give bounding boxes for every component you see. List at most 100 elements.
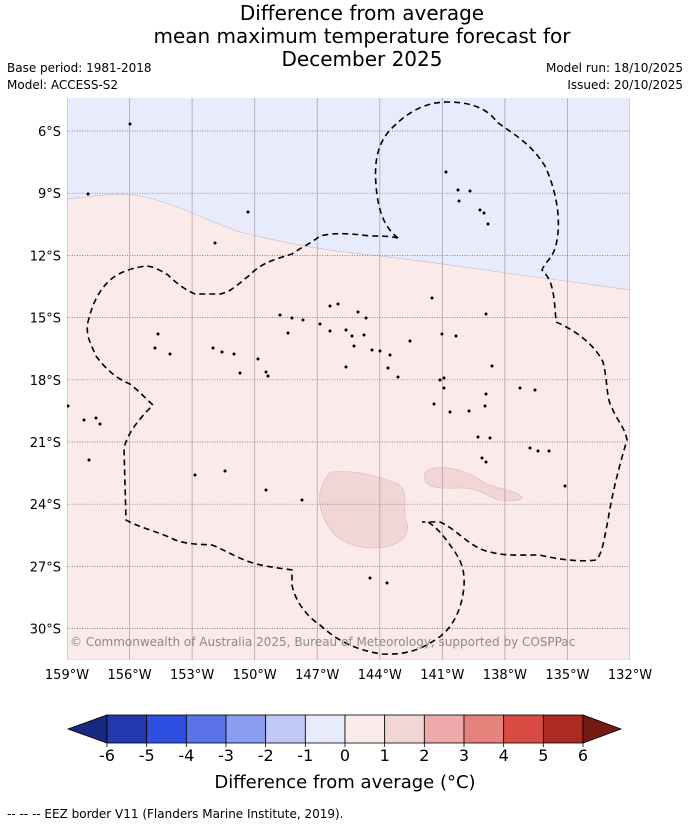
model-name: Model: ACCESS-S2 — [7, 78, 119, 92]
colorbar-bin — [106, 714, 148, 744]
island-marker — [528, 446, 532, 450]
island-marker — [488, 436, 492, 440]
island-marker — [547, 449, 551, 453]
island-marker — [490, 364, 494, 368]
map-gridlines — [67, 98, 630, 660]
island-marker — [278, 313, 282, 317]
colorbar-tick-label: 4 — [499, 746, 509, 765]
colorbar-bin — [384, 714, 425, 744]
island-marker — [256, 357, 260, 361]
base-period: Base period: 1981-2018 — [7, 61, 152, 75]
island-marker — [213, 241, 217, 245]
island-marker — [478, 208, 482, 212]
island-marker — [563, 484, 567, 488]
island-marker — [87, 458, 91, 462]
island-marker — [266, 374, 270, 378]
colorbar-extend-low — [66, 714, 108, 744]
colorbar-bin — [265, 714, 306, 744]
island-marker — [408, 339, 412, 343]
colorbar: -6 -5 -4 -3 -2 -1 0 1 2 3 4 5 6 — [66, 714, 623, 765]
island-marker — [350, 334, 354, 338]
island-marker — [518, 386, 522, 390]
island-marker — [364, 316, 368, 320]
meta-right: Model run: 18/10/2025 Issued: 20/10/2025 — [546, 60, 683, 94]
island-marker — [456, 188, 460, 192]
island-marker — [264, 488, 268, 492]
island-marker — [264, 370, 268, 374]
colorbar-tick-label: -3 — [218, 746, 234, 765]
eez-border — [86, 101, 628, 655]
colorbar-tick-label: 0 — [340, 746, 350, 765]
island-marker — [67, 404, 70, 408]
copyright-notice: © Commonwealth of Australia 2025, Bureau… — [70, 635, 575, 649]
island-marker — [362, 333, 366, 337]
latitude-tick-label: 6°S — [38, 125, 61, 140]
longitude-tick-label: 147°W — [295, 668, 339, 683]
longitude-tick-label: 156°W — [107, 668, 151, 683]
island-marker — [232, 352, 236, 356]
colorbar-tick-label: 1 — [380, 746, 390, 765]
islands — [67, 122, 567, 585]
island-marker — [482, 211, 486, 215]
island-marker — [533, 388, 537, 392]
colorbar-bin — [463, 714, 505, 744]
longitude-tick-label: 150°W — [233, 668, 277, 683]
island-marker — [385, 581, 389, 585]
island-marker — [467, 409, 471, 413]
colorbar-label: Difference from average (°C) — [214, 772, 476, 793]
longitude-labels: 159°W 156°W 153°W 150°W 147°W 144°W 141°W 138°W… — [45, 668, 652, 683]
title-line-2: mean maximum temperature forecast for — [153, 24, 571, 48]
longitude-tick-label: 135°W — [545, 668, 589, 683]
island-marker — [536, 449, 540, 453]
colorbar-bin — [225, 714, 267, 744]
colorbar-tick-label: 6 — [578, 746, 588, 765]
island-marker — [352, 344, 356, 348]
island-marker — [82, 418, 86, 422]
latitude-tick-label: 24°S — [30, 498, 61, 513]
island-marker — [448, 410, 452, 414]
region-0-to-1 — [67, 194, 630, 660]
island-marker — [442, 386, 446, 390]
longitude-tick-label: 138°W — [483, 668, 527, 683]
island-marker — [370, 348, 374, 352]
island-marker — [300, 498, 304, 502]
island-marker — [442, 376, 446, 380]
longitude-tick-label: 144°W — [358, 668, 402, 683]
island-marker — [356, 310, 360, 314]
longitude-tick-label: 159°W — [45, 668, 89, 683]
title-line-1: Difference from average — [239, 1, 485, 25]
island-marker — [193, 473, 197, 477]
meta-left: Base period: 1981-2018 Model: ACCESS-S2 — [7, 60, 152, 94]
island-marker — [211, 346, 215, 350]
colorbar-tick-label: -2 — [258, 746, 274, 765]
island-marker — [286, 331, 290, 335]
colorbar-tick-label: -6 — [99, 746, 115, 765]
colorbar-tick-label: 3 — [459, 746, 469, 765]
latitude-tick-label: 27°S — [30, 560, 61, 575]
island-marker — [396, 375, 400, 379]
colorbar-tick-label: 2 — [419, 746, 429, 765]
issued-date: Issued: 20/10/2025 — [567, 78, 683, 92]
island-marker — [328, 329, 332, 333]
island-marker — [386, 366, 390, 370]
longitude-tick-label: 141°W — [420, 668, 464, 683]
map-panel: © Commonwealth of Australia 2025, Bureau… — [67, 98, 630, 660]
island-marker — [368, 576, 372, 580]
island-marker — [484, 460, 488, 464]
colorbar-tick-label: -1 — [297, 746, 313, 765]
longitude-tick-label: 132°W — [608, 668, 652, 683]
island-marker — [430, 296, 434, 300]
title-line-3: December 2025 — [281, 47, 443, 71]
colorbar-bin — [185, 714, 227, 744]
island-marker — [476, 435, 480, 439]
island-marker — [168, 352, 172, 356]
latitude-labels: 6°S 9°S 12°S 15°S 18°S 21°S 24°S 27°S 30°S — [30, 125, 61, 638]
colorbar-tick-label: -5 — [139, 746, 155, 765]
island-marker — [454, 334, 458, 338]
island-marker — [153, 346, 157, 350]
island-marker — [378, 349, 382, 353]
island-marker — [336, 302, 340, 306]
island-marker — [480, 456, 484, 460]
latitude-tick-label: 30°S — [30, 623, 61, 638]
eez-legend-note: -- -- -- EEZ border V11 (Flanders Marine… — [7, 807, 344, 821]
